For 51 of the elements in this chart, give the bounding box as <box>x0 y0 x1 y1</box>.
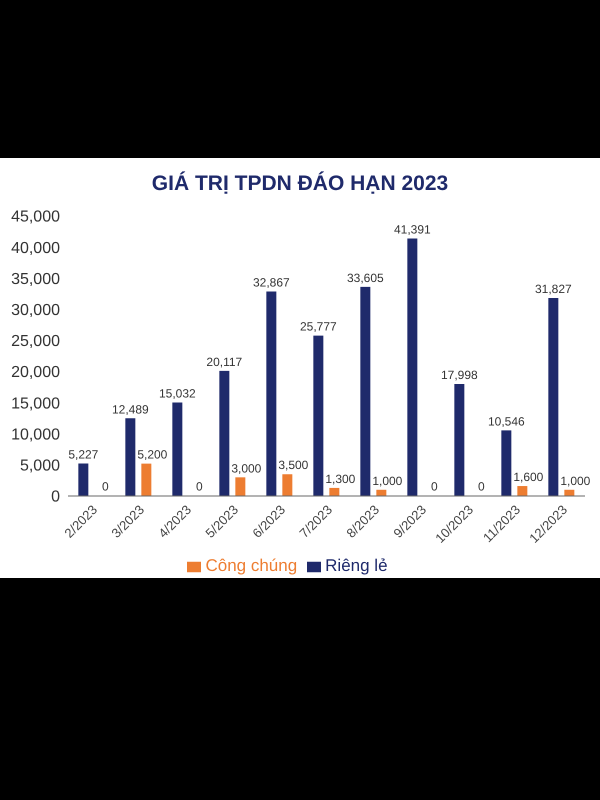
y-tick-label: 5,000 <box>20 458 60 475</box>
y-tick-label: 35,000 <box>11 270 60 288</box>
y-tick-label: 20,000 <box>11 364 60 382</box>
data-label: 1,000 <box>372 474 403 488</box>
bar <box>235 477 246 496</box>
bar <box>172 402 182 496</box>
data-label: 0 <box>478 480 485 494</box>
y-tick-label: 15,000 <box>11 395 60 412</box>
data-label: 20,117 <box>206 354 243 369</box>
bar <box>454 384 464 496</box>
y-tick-label: 10,000 <box>11 426 60 444</box>
data-label: 41,391 <box>394 222 432 236</box>
bar <box>329 488 340 496</box>
bar <box>313 336 324 496</box>
data-label: 33,605 <box>346 270 384 285</box>
y-tick-label: 40,000 <box>11 240 60 257</box>
data-label: 17,998 <box>440 368 478 382</box>
y-tick-label: 30,000 <box>11 302 60 320</box>
data-label: 5,200 <box>137 448 168 462</box>
legend-label: Công chúng <box>205 556 298 575</box>
bar <box>266 291 276 496</box>
data-label: 1,300 <box>325 472 356 486</box>
data-label: 15,032 <box>158 386 196 400</box>
bar <box>219 370 230 496</box>
data-label: 5,227 <box>68 447 99 462</box>
y-tick-label: 45,000 <box>11 208 60 226</box>
bar <box>141 464 152 496</box>
data-label: 0 <box>430 480 438 494</box>
bar <box>517 486 528 496</box>
data-label: 3,000 <box>231 461 262 476</box>
data-label: 0 <box>196 480 203 494</box>
data-label: 3,500 <box>278 458 309 472</box>
data-label: 10,546 <box>488 414 526 428</box>
data-label: 32,867 <box>252 275 290 290</box>
y-tick-label: 25,000 <box>11 333 60 350</box>
bar <box>407 238 418 496</box>
bar <box>360 286 370 496</box>
data-label: 12,489 <box>112 402 150 416</box>
data-label: 31,827 <box>534 282 572 296</box>
bar <box>282 474 292 496</box>
bar <box>125 418 136 496</box>
data-label: 1,000 <box>560 474 591 488</box>
y-tick-label: 0 <box>51 488 60 506</box>
legend-label: Riêng lẻ <box>325 556 388 575</box>
bar <box>501 430 512 496</box>
chart-title: GIÁ TRỊ TPDN ĐÁO HẠN 2023 <box>150 172 450 196</box>
data-label: 1,600 <box>513 470 544 484</box>
bar <box>548 298 558 496</box>
data-label: 25,777 <box>300 320 338 334</box>
data-label: 0 <box>102 480 109 494</box>
bar <box>78 463 88 496</box>
